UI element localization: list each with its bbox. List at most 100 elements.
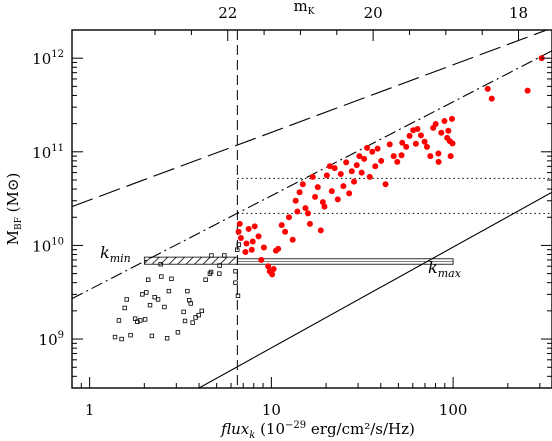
- data-point-red-64: [414, 126, 421, 133]
- x-axis-label-main: flux: [220, 420, 250, 438]
- data-point-red-40: [337, 170, 344, 177]
- y-tick-label-base: 10: [39, 331, 58, 349]
- data-point-red-57: [386, 141, 393, 148]
- data-point-open-square-41: [233, 280, 238, 285]
- data-point-red-5: [243, 240, 250, 247]
- data-point-open-square-23: [182, 318, 188, 324]
- data-point-open-square-21: [175, 330, 181, 335]
- top-tick-label-18: 18: [509, 4, 528, 22]
- data-point-open-square-38: [233, 269, 238, 274]
- y-tick-label-1e10: 1010: [32, 236, 64, 255]
- data-point-open-square-35: [217, 271, 222, 276]
- data-point-open-square-29: [196, 312, 201, 318]
- data-point-red-38: [331, 165, 338, 172]
- data-point-red-12: [265, 263, 272, 270]
- data-point-red-71: [435, 150, 442, 157]
- data-point-red-55: [378, 157, 385, 164]
- data-point-open-square-14: [152, 294, 157, 300]
- data-point-open-square-27: [190, 320, 195, 325]
- data-point-open-square-8: [138, 318, 143, 323]
- data-point-open-square-13: [149, 333, 155, 339]
- x-axis-label: fluxk (10−29 erg/cm²/s/Hz): [220, 420, 415, 441]
- x-tick-label-100: 100: [439, 401, 468, 419]
- data-point-red-18: [278, 222, 285, 229]
- data-point-open-square-11: [144, 290, 149, 295]
- y-tick-label-exponent: 10: [51, 236, 64, 247]
- data-point-open-square-22: [181, 309, 186, 315]
- data-point-red-42: [343, 159, 350, 166]
- x-axis-label-sub: k: [249, 430, 255, 441]
- data-point-open-square-20: [169, 276, 174, 282]
- x-tick-label-1: 1: [85, 401, 95, 419]
- data-point-red-52: [369, 148, 376, 155]
- data-point-red-45: [351, 178, 358, 185]
- data-point-open-square-7: [135, 319, 140, 324]
- data-point-red-49: [361, 155, 368, 162]
- data-point-red-27: [304, 210, 311, 217]
- y-tick-label-exponent: 12: [51, 49, 64, 60]
- data-point-open-square-10: [142, 317, 148, 322]
- data-point-red-78: [447, 153, 454, 160]
- y-axis-label-main: M: [4, 230, 22, 245]
- data-point-red-25: [299, 181, 306, 188]
- data-point-open-square-17: [162, 304, 167, 310]
- data-point-red-82: [398, 152, 405, 159]
- data-point-open-square-33: [208, 269, 214, 275]
- data-point-red-6: [248, 246, 255, 253]
- data-point-red-14: [269, 271, 276, 278]
- kmin-base: k: [100, 243, 110, 262]
- data-point-red-62: [406, 132, 413, 139]
- data-point-red-72: [438, 129, 445, 136]
- data-point-open-square-43: [147, 302, 153, 308]
- data-point-red-26: [302, 205, 309, 212]
- data-point-red-24: [296, 189, 303, 196]
- data-point-red-54: [374, 145, 381, 152]
- y-tick-label-1e11: 1011: [32, 143, 64, 162]
- data-point-red-32: [317, 227, 324, 234]
- data-point-red-73: [441, 118, 448, 125]
- kmin-hatched-band: [143, 256, 238, 265]
- data-point-red-1: [236, 220, 243, 227]
- x-axis-label-unit-pre: (10: [255, 420, 285, 438]
- data-point-red-37: [328, 188, 335, 195]
- data-point-red-43: [346, 190, 353, 197]
- data-point-red-50: [364, 144, 371, 151]
- data-point-red-22: [292, 197, 299, 204]
- data-point-open-square-44: [158, 262, 163, 267]
- data-point-red-19: [282, 228, 289, 235]
- y-axis-label-sub: BF: [14, 217, 24, 230]
- data-point-red-28: [306, 220, 313, 227]
- data-point-red-39: [334, 196, 341, 203]
- data-point-open-square-42: [235, 293, 241, 298]
- y-tick-label-exponent: 11: [51, 143, 64, 154]
- top-axis-label-sub: K: [308, 7, 315, 17]
- data-point-red-21: [289, 236, 296, 243]
- kmin-label: kmin: [100, 243, 131, 265]
- data-point-open-square-30: [199, 308, 204, 314]
- y-axis-label: MBF (M⊙): [4, 173, 24, 246]
- data-point-red-85: [524, 87, 531, 94]
- y-axis-label-unit: (M⊙): [4, 173, 22, 217]
- data-point-open-square-28: [193, 315, 198, 320]
- data-point-red-8: [251, 223, 258, 230]
- data-point-red-68: [427, 153, 434, 160]
- data-point-red-77: [445, 127, 452, 134]
- reference-line-solid: [198, 191, 552, 388]
- data-point-open-square-16: [159, 274, 164, 279]
- data-point-open-square-4: [124, 297, 129, 302]
- data-point-red-60: [399, 139, 406, 146]
- data-point-red-31: [314, 184, 321, 191]
- data-point-red-3: [242, 249, 249, 256]
- y-tick-label-1e9: 109: [39, 330, 64, 349]
- data-point-red-15: [270, 266, 277, 273]
- x-axis-label-unit-post: erg/cm²/s/Hz): [306, 420, 415, 438]
- top-tick-label-22: 22: [218, 4, 237, 22]
- data-point-red-59: [394, 158, 401, 165]
- data-point-open-square-5: [128, 332, 133, 338]
- plot-area: [72, 30, 552, 388]
- data-point-open-square-19: [166, 288, 172, 294]
- data-point-red-17: [275, 245, 282, 252]
- data-point-open-square-0: [112, 334, 118, 340]
